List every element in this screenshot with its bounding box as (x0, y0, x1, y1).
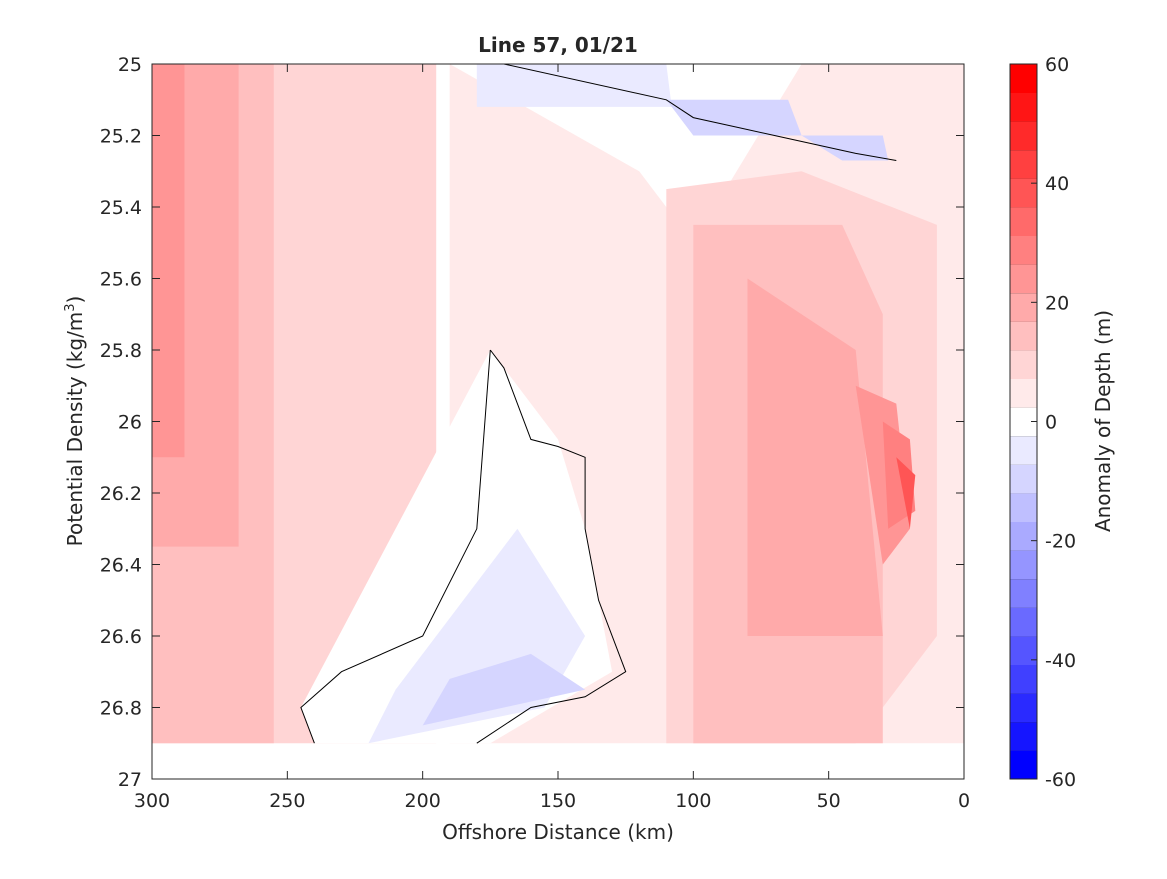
colorbar-segment (1010, 750, 1037, 780)
y-axis-label-text: Potential Density (kg/m (63, 312, 87, 547)
x-tick-label: 250 (269, 790, 305, 812)
contour-region-3 (152, 64, 185, 458)
y-tick-label: 25 (118, 54, 142, 76)
colorbar-segment (1010, 264, 1037, 294)
y-axis-label-close: ) (63, 296, 87, 304)
colorbar-tick-label: 40 (1045, 173, 1069, 195)
contour-region-7 (747, 278, 883, 636)
colorbar-segment (1010, 207, 1037, 236)
x-axis-ticks: 300 250 200 150 100 50 0 (134, 64, 970, 812)
colorbar-segment (1010, 550, 1037, 580)
colorbar-segment (1010, 493, 1037, 522)
colorbar-segment (1010, 636, 1037, 665)
colorbar-tick-label: 20 (1045, 292, 1069, 314)
y-tick-label: 25.2 (100, 126, 142, 148)
zero-contour-line-1 (300, 349, 491, 744)
colorbar-segment (1010, 578, 1037, 608)
colorbar-segment (1010, 292, 1037, 322)
zero-contour-line-0 (476, 349, 627, 744)
colorbar-segment (1010, 378, 1037, 408)
contour-region-14 (476, 64, 672, 107)
chart-title: Line 57, 01/21 (478, 33, 638, 57)
x-axis-label: Offshore Distance (km) (442, 820, 674, 844)
zero-contour-lines (300, 64, 897, 744)
y-axis-ticks: 25 25.2 25.4 25.6 25.8 26 26.2 26.4 26.6 26.8 27 (100, 54, 964, 791)
y-tick-label: 25.6 (100, 269, 142, 291)
y-tick-label: 25.8 (100, 340, 142, 362)
contour-region-13 (422, 653, 586, 726)
colorbar-segment (1010, 693, 1037, 723)
colorbar-segment (1010, 607, 1037, 637)
colorbar-segment (1010, 121, 1037, 151)
colorbar-segment (1010, 464, 1037, 494)
x-tick-label: 150 (540, 790, 576, 812)
y-tick-label: 26.6 (100, 626, 142, 648)
x-tick-label: 300 (134, 790, 170, 812)
contour-region-15 (666, 99, 802, 136)
x-tick-label: 100 (675, 790, 711, 812)
colorbar-segment (1010, 521, 1037, 551)
y-tick-label: 26 (118, 412, 142, 434)
colorbar-tick-label: -20 (1045, 531, 1076, 553)
colorbar-tick-label: -60 (1045, 769, 1076, 791)
colorbar-segment (1010, 64, 1037, 93)
colorbar-segment (1010, 435, 1037, 465)
colorbar-label: Anomaly of Depth (m) (1091, 310, 1115, 532)
y-axis-label-superscript: 3 (63, 303, 78, 311)
y-tick-label: 26.4 (100, 555, 142, 577)
colorbar-segment (1010, 664, 1037, 694)
colorbar: -60 -40 -20 0 20 40 60 (1009, 54, 1076, 791)
y-tick-label: 27 (118, 769, 142, 791)
y-axis-label: Potential Density (kg/m3) (63, 296, 87, 547)
filled-contours (152, 64, 964, 744)
colorbar-segment (1010, 149, 1037, 179)
y-tick-label: 26.8 (100, 698, 142, 720)
x-tick-label: 0 (958, 790, 970, 812)
colorbar-segment (1010, 235, 1037, 265)
x-tick-label: 200 (405, 790, 441, 812)
y-tick-label: 25.4 (100, 197, 142, 219)
colorbar-tick-label: 60 (1045, 54, 1069, 76)
colorbar-segment (1010, 350, 1037, 379)
colorbar-tick-label: -40 (1045, 650, 1076, 672)
zero-contour-line-2 (503, 64, 897, 161)
colorbar-tick-label: 0 (1045, 412, 1057, 434)
contour-region-10 (896, 457, 916, 529)
colorbar-segment (1010, 321, 1037, 351)
y-tick-label: 26.2 (100, 483, 142, 505)
contour-region-16 (801, 135, 889, 161)
x-tick-label: 50 (817, 790, 841, 812)
colorbar-segment (1010, 92, 1037, 122)
colorbar-segment (1010, 721, 1037, 751)
